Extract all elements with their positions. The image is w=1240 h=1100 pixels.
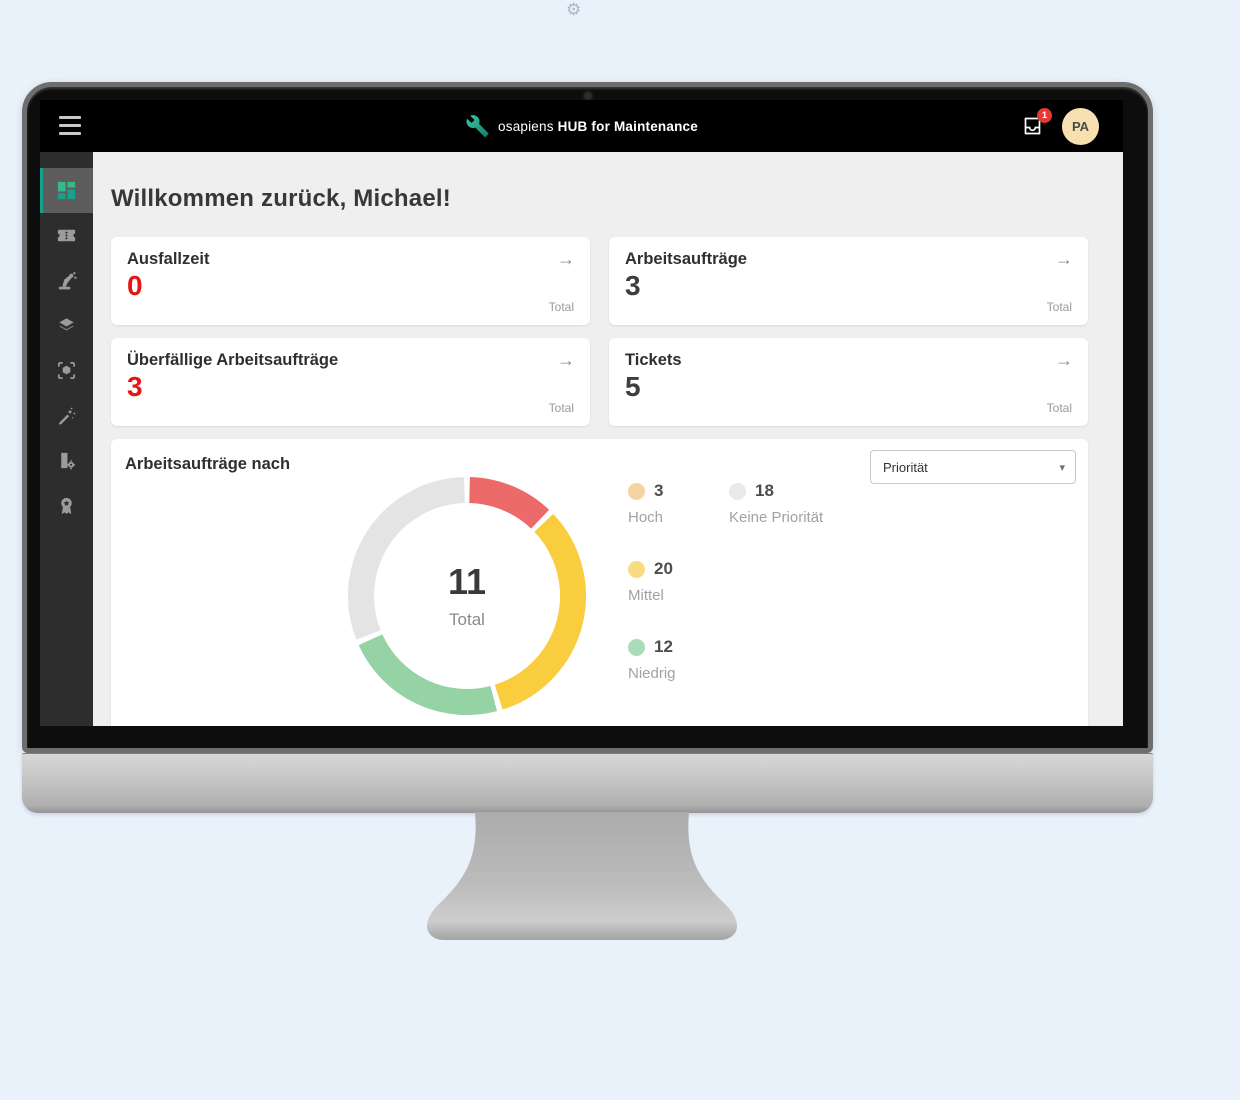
kpi-title: Überfällige Arbeitsaufträge [127,351,339,369]
robot-arm-icon [58,271,77,290]
chevron-down-icon: ▾ [1059,461,1065,474]
arrow-right-icon[interactable]: → [557,350,575,370]
legend-value: 3 [654,481,664,500]
arrow-right-icon[interactable]: → [1055,350,1073,370]
monitor-frame: osapiens HUB for Maintenance 1 PA Willko… [22,82,1153,753]
notifications-icon[interactable]: 1 [1021,108,1052,138]
donut-segment-niedrig [358,634,497,715]
legend-item: 18 Keine Priorität [729,481,823,526]
legend-dot-icon [729,482,746,500]
donut-segment-hoch [468,477,550,529]
legend-value: 20 [654,559,673,578]
kpi-footer: Total [548,401,574,415]
menu-icon[interactable] [59,116,81,135]
legend-value: 18 [755,481,774,500]
legend-dot-icon [628,482,645,500]
kpi-title: Arbeitsaufträge [625,250,747,268]
screen: osapiens HUB for Maintenance 1 PA Willko… [40,100,1123,726]
kpi-grid: Ausfallzeit 0 → Total Arbeitsaufträge 3 → Total… [111,237,1088,426]
ticket-icon [57,229,76,242]
monitor-chin [22,753,1153,813]
kpi-value: 3 [127,371,143,402]
object-scan-icon [57,361,76,380]
sidebar-item-facility-settings[interactable] [40,438,93,483]
legend-label: Hoch [628,509,664,526]
avatar[interactable]: PA [1062,107,1099,145]
dashboard-icon [57,181,76,200]
facility-settings-icon [61,452,75,470]
kpi-footer: Total [548,300,574,314]
arrow-right-icon[interactable]: → [1055,249,1073,269]
legend-item: 12 Niedrig [628,637,729,682]
legend-item: 20 Mittel [628,559,729,604]
chart-card: Arbeitsaufträge nach Priorität ▾ 11 Tota… [111,439,1088,726]
sidebar-item-magic-wand[interactable] [40,393,93,438]
donut-segment-mittel [494,513,586,710]
kpi-footer: Total [1046,401,1072,415]
kpi-title: Ausfallzeit [127,250,210,268]
sidebar [40,152,93,726]
layers-icon [59,318,74,331]
legend-label: Keine Priorität [729,509,824,526]
kpi-card[interactable]: Arbeitsaufträge 3 → Total [609,237,1088,325]
legend-label: Mittel [628,587,664,604]
kpi-value: 0 [127,270,143,301]
legend-item: 3 Hoch [628,481,729,526]
chart-title: Arbeitsaufträge nach [125,455,291,473]
main-content: Willkommen zurück, Michael! Ausfallzeit 0… [93,152,1123,726]
legend-label: Niedrig [628,665,676,682]
kpi-value: 3 [625,270,641,301]
donut-segment-keine-priorit-t [348,477,466,640]
sidebar-item-dashboard[interactable] [40,168,93,213]
page-title: Willkommen zurück, Michael! [111,185,451,212]
app-brand: osapiens HUB for Maintenance [465,114,698,138]
legend-dot-icon [628,638,645,656]
wrench-logo-icon [465,115,489,137]
magic-wand-icon [59,407,76,425]
legend-dot-icon [628,560,645,578]
arrow-right-icon[interactable]: → [557,249,575,269]
sidebar-item-robot-arm[interactable] [40,258,93,303]
sidebar-item-object-scan[interactable] [40,348,93,393]
kpi-card[interactable]: Überfällige Arbeitsaufträge 3 → Total [111,338,590,426]
chart-legend: 3 Hoch 20 Mittel 12 Niedrig 18 Keine Priorität [628,481,823,682]
legend-value: 12 [654,637,673,656]
monitor-stand [427,812,737,940]
priority-filter-label: Priorität [883,459,928,475]
kpi-value: 5 [625,371,641,402]
kpi-footer: Total [1046,300,1072,314]
sidebar-item-layers[interactable] [40,303,93,348]
kpi-card[interactable]: Tickets 5 → Total [609,338,1088,426]
notification-badge: 1 [1037,108,1052,123]
donut-chart: 11 Total [347,476,587,716]
kpi-title: Tickets [625,351,682,369]
sidebar-item-award[interactable] [40,483,93,528]
app-topbar: osapiens HUB for Maintenance 1 PA [40,100,1123,152]
page-gear-glyph: ⚙ [566,0,582,19]
award-icon [61,497,72,515]
priority-filter-dropdown[interactable]: Priorität ▾ [870,450,1076,484]
app-title: osapiens HUB for Maintenance [498,118,698,134]
webcam-dot [582,91,593,101]
sidebar-item-ticket[interactable] [40,213,93,258]
kpi-card[interactable]: Ausfallzeit 0 → Total [111,237,590,325]
